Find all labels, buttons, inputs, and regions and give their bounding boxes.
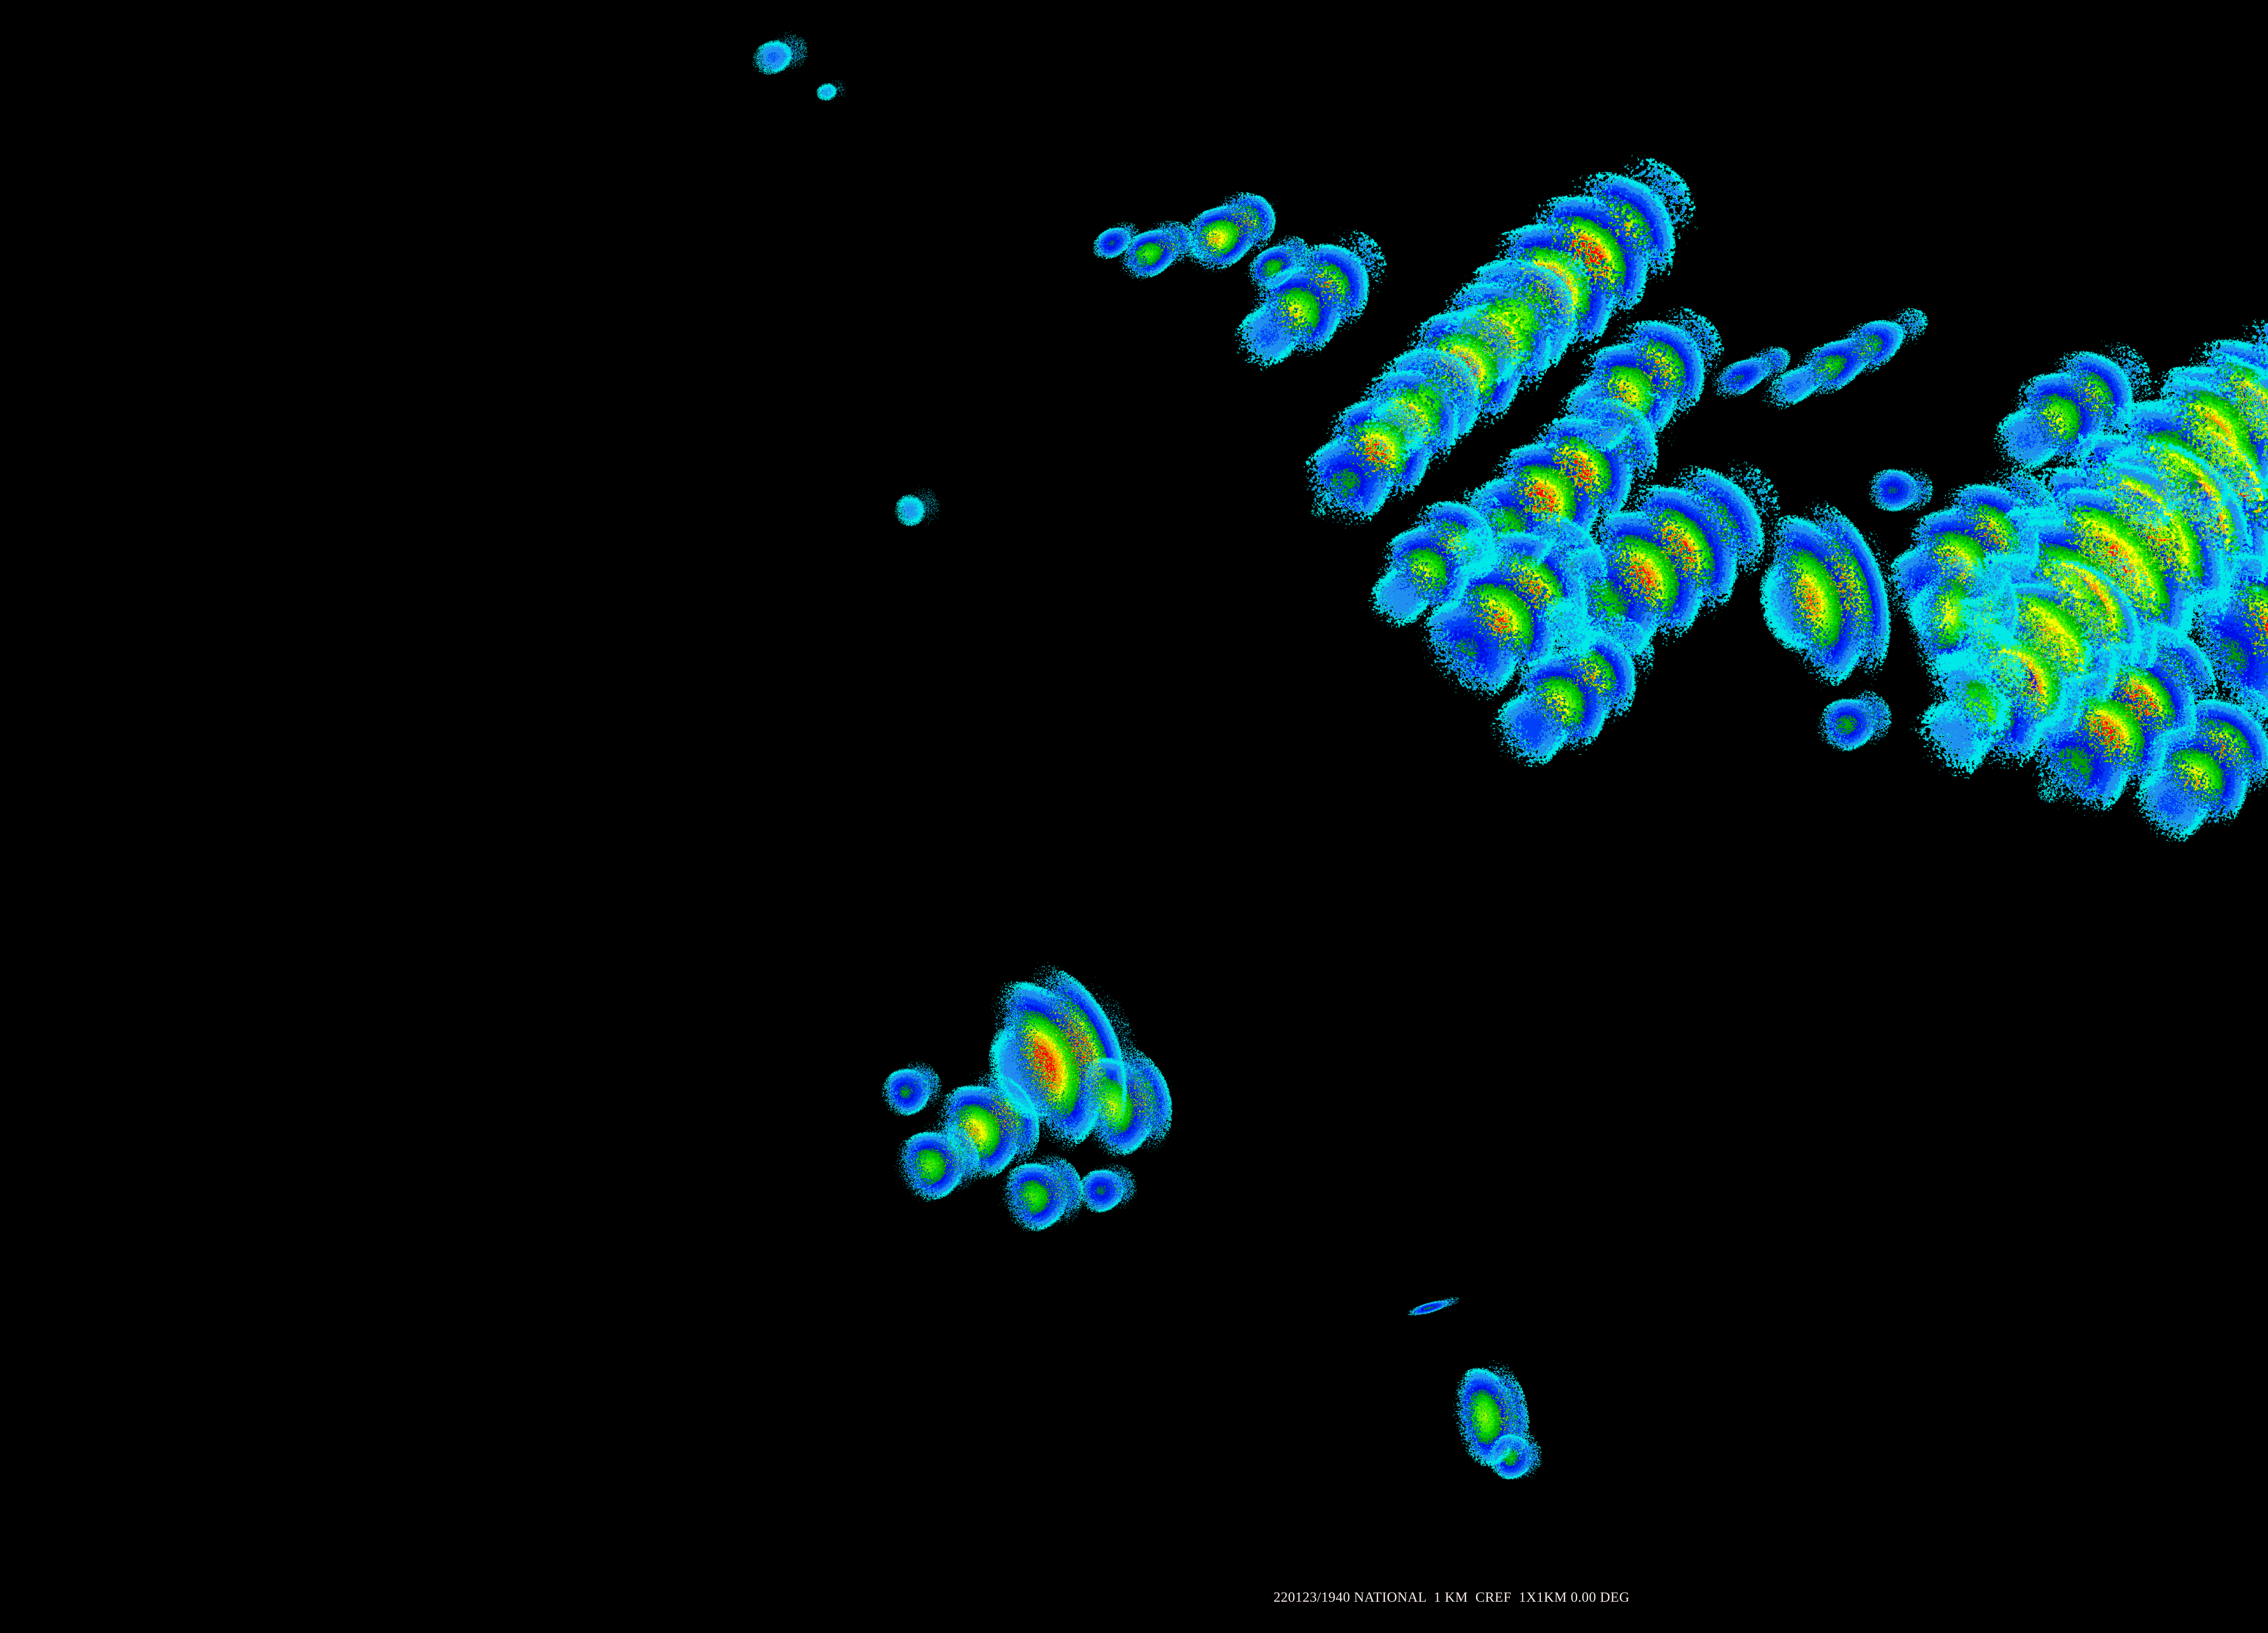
radar-reflectivity-canvas <box>0 0 2268 1633</box>
radar-mosaic-viewport: 220123/1940 NATIONAL 1 KM CREF 1X1KM 0.0… <box>0 0 2268 1633</box>
